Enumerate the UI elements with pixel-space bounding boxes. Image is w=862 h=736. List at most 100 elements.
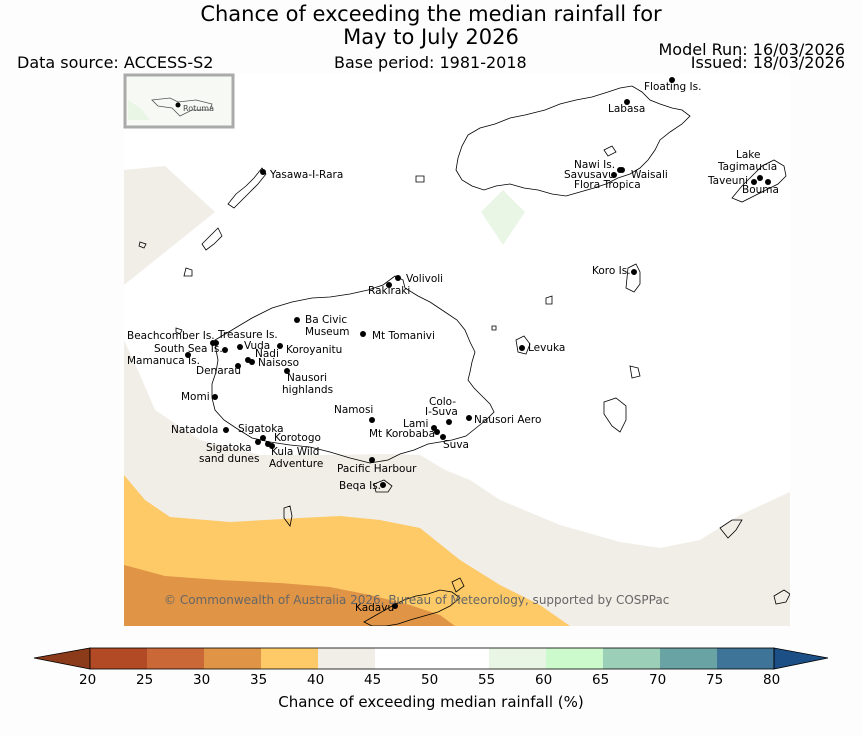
marker-tagimaucia bbox=[757, 175, 763, 181]
label-dunes-1: Sigatoka bbox=[206, 442, 252, 454]
label-labasa: Labasa bbox=[608, 103, 646, 115]
marker-kula bbox=[269, 443, 275, 449]
marker-dunes bbox=[255, 439, 261, 445]
tick-label: 60 bbox=[535, 672, 553, 688]
yasawa-coastline bbox=[227, 167, 267, 209]
base-period-label: Base period: 1981-2018 bbox=[334, 53, 527, 72]
tick-label: 20 bbox=[79, 672, 97, 688]
kadavu-coastline bbox=[363, 589, 461, 626]
marker-taveuni bbox=[751, 179, 757, 185]
marker-south-sea bbox=[222, 347, 228, 353]
marker-koro bbox=[631, 269, 637, 275]
label-lake-1: Lake bbox=[736, 149, 761, 161]
label-volivoli: Volivoli bbox=[406, 273, 444, 285]
label-waisali: Waisali bbox=[631, 169, 668, 181]
marker-levuka bbox=[519, 345, 525, 351]
probability-zone-55-60 bbox=[481, 190, 525, 245]
marker-savusavu bbox=[611, 172, 617, 178]
viti-levu-coastline bbox=[211, 275, 495, 464]
label-colo-2: I-Suva bbox=[425, 406, 458, 418]
map-title-line2: May to July 2026 bbox=[343, 25, 519, 49]
colorbar-segment-35-40 bbox=[261, 648, 318, 669]
label-lami: Lami bbox=[403, 418, 429, 430]
map-title-line1: Chance of exceeding the median rainfall … bbox=[200, 2, 662, 26]
rotuma-coastline bbox=[151, 97, 213, 117]
koro-coastline bbox=[625, 263, 641, 293]
label-namosi: Namosi bbox=[334, 404, 374, 416]
tick-label: 35 bbox=[250, 672, 268, 688]
label-beqa: Beqa Is. bbox=[339, 480, 382, 492]
label-ba-civic-2: Museum bbox=[305, 326, 350, 338]
colorbar bbox=[33, 647, 829, 670]
label-koroyanitu: Koroyanitu bbox=[286, 344, 343, 356]
data-source-label: Data source: ACCESS-S2 bbox=[17, 53, 214, 72]
label-levuka: Levuka bbox=[528, 342, 566, 354]
label-pacific-harbour: Pacific Harbour bbox=[337, 463, 417, 475]
label-savusavu: Savusavu bbox=[564, 169, 615, 181]
marker-pacific-harbour bbox=[369, 457, 375, 463]
tick-label: 55 bbox=[478, 672, 496, 688]
label-kadavu: Kadavu bbox=[355, 602, 395, 614]
label-bouma: Bouma bbox=[742, 184, 779, 196]
marker-momi bbox=[212, 394, 218, 400]
label-ba-civic-1: Ba Civic bbox=[305, 314, 348, 326]
label-korobaba: Mt Korobaba bbox=[369, 428, 436, 440]
label-nausori-aero: Nausori Aero bbox=[474, 414, 542, 426]
label-rakiraki: Rakiraki bbox=[368, 285, 411, 297]
colorbar-segment-50-55 bbox=[432, 648, 489, 669]
colorbar-under-arrow bbox=[33, 647, 91, 670]
label-yasawa: Yasawa-I-Rara bbox=[270, 169, 344, 181]
label-vuda: Vuda bbox=[244, 340, 271, 352]
marker-nausori-aero bbox=[466, 415, 472, 421]
marker-yasawa bbox=[260, 169, 266, 175]
vanua-levu-coastline bbox=[455, 85, 691, 197]
label-sigatoka: Sigatoka bbox=[238, 423, 284, 435]
label-korotogo: Korotogo bbox=[274, 432, 321, 444]
issued-label: Issued: 18/03/2026 bbox=[690, 53, 845, 72]
tick-label: 70 bbox=[649, 672, 667, 688]
marker-tomanivi bbox=[360, 331, 366, 337]
colorbar-segment-75-80 bbox=[717, 648, 774, 669]
marker-waisali bbox=[619, 167, 625, 173]
coastlines bbox=[138, 85, 790, 626]
label-kula-1: Kula Wild bbox=[271, 446, 320, 458]
label-south-sea: South Sea Is. bbox=[154, 343, 223, 355]
label-suva: Suva bbox=[443, 439, 469, 451]
label-natadola: Natadola bbox=[171, 424, 219, 436]
tick-label: 65 bbox=[592, 672, 610, 688]
marker-natadola bbox=[223, 427, 229, 433]
marker-denarau bbox=[235, 363, 241, 369]
ovalau-coastline bbox=[515, 335, 531, 355]
label-mamanuca: Mamanuca Is. bbox=[127, 355, 200, 367]
label-nausori-highlands-2: highlands bbox=[282, 384, 334, 396]
marker-nausori-highlands bbox=[284, 368, 290, 374]
marker-floating-is bbox=[669, 77, 675, 83]
rotuma-marker bbox=[175, 102, 181, 108]
tick-label: 50 bbox=[421, 672, 439, 688]
marker-treasure bbox=[213, 340, 219, 346]
tick-label: 40 bbox=[307, 672, 325, 688]
marker-suva bbox=[440, 434, 446, 440]
place-markers bbox=[185, 77, 771, 609]
probability-zone-40-45-northwest bbox=[124, 166, 215, 285]
marker-korobaba bbox=[434, 429, 440, 435]
copyright-notice: © Commonwealth of Australia 2026, Bureau… bbox=[164, 593, 670, 607]
label-tomanivi: Mt Tomanivi bbox=[372, 330, 435, 342]
colorbar-segment-55-60 bbox=[489, 648, 546, 669]
rotuma-inset bbox=[123, 73, 235, 129]
marker-koroyanitu bbox=[277, 343, 283, 349]
tick-label: 75 bbox=[706, 672, 724, 688]
marker-namosi bbox=[369, 417, 375, 423]
label-floating-is: Floating Is. bbox=[644, 81, 702, 93]
marker-rakiraki bbox=[386, 282, 392, 288]
colorbar-segment-45-50 bbox=[375, 648, 432, 669]
label-nausori-highlands-1: Nausori bbox=[287, 372, 328, 384]
label-taveuni: Taveuni bbox=[708, 175, 749, 187]
beqa-coastline bbox=[373, 479, 393, 493]
marker-beqa bbox=[380, 482, 386, 488]
label-nadi: Nadi bbox=[255, 348, 279, 360]
colorbar-segment-40-45 bbox=[318, 648, 375, 669]
marker-mamanuca bbox=[185, 352, 191, 358]
marker-naisoso bbox=[249, 359, 255, 365]
